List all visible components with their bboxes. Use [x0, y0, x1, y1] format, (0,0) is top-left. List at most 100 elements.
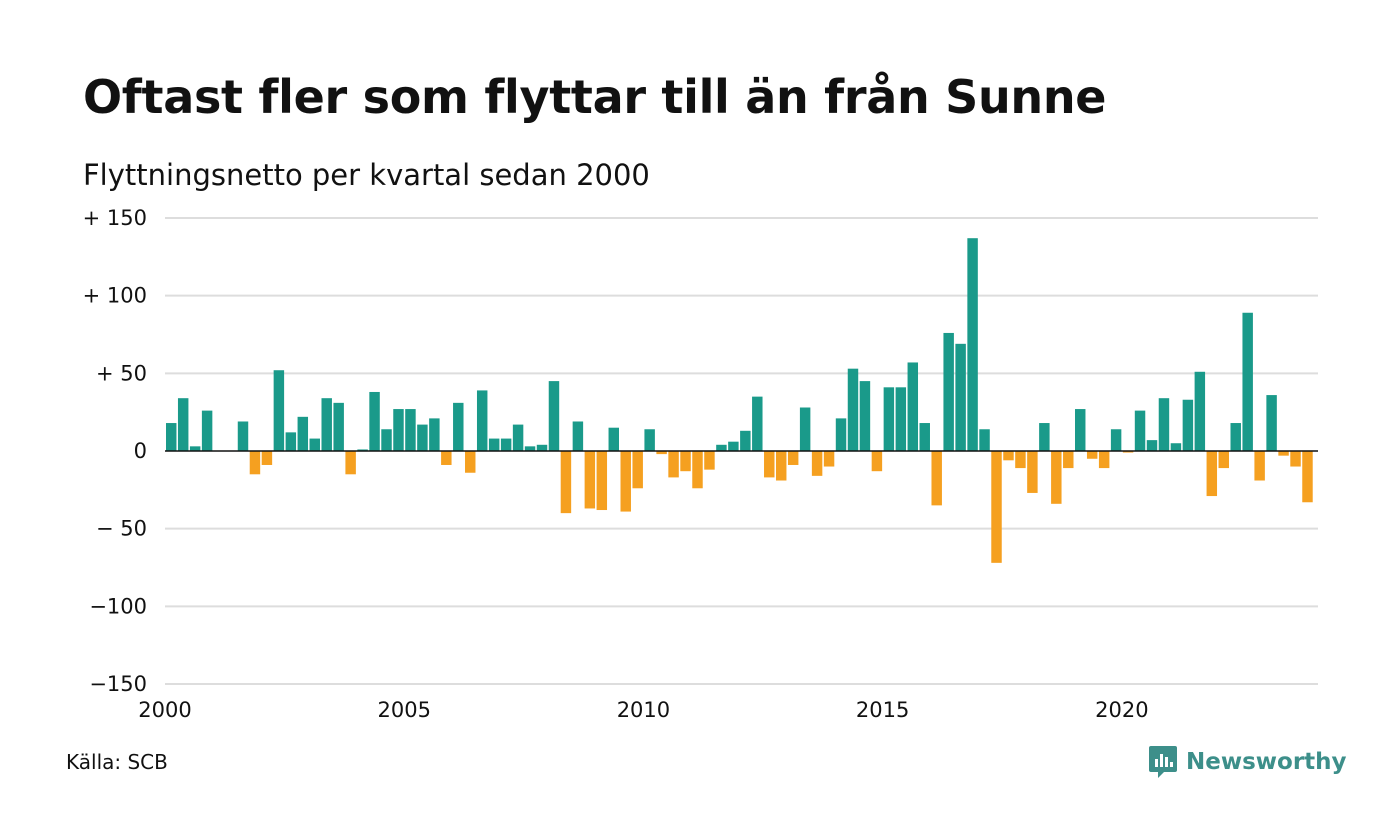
bar — [1170, 443, 1182, 451]
bar — [1098, 451, 1110, 469]
bar — [943, 332, 954, 451]
bar — [189, 446, 201, 451]
bar — [775, 451, 787, 481]
bar — [369, 391, 380, 451]
y-axis-labels: + 150 + 100 + 50 0 − 50 −100 −150 — [83, 206, 147, 696]
bar — [692, 451, 703, 489]
bar — [465, 451, 476, 473]
bar — [871, 451, 883, 472]
bar — [799, 407, 811, 451]
bar — [237, 421, 249, 451]
x-tick-label: 2015 — [856, 698, 909, 722]
brand-logo[interactable]: Newsworthy — [1148, 743, 1347, 781]
x-tick-label: 2005 — [377, 698, 430, 722]
bar — [979, 429, 990, 451]
bar — [1158, 398, 1170, 451]
bar — [309, 438, 320, 451]
y-tick-label: −100 — [89, 594, 147, 618]
chart-subtitle: Flyttningsnetto per kvartal sedan 2000 — [83, 158, 650, 192]
bar — [680, 451, 691, 472]
bar — [752, 396, 763, 451]
bar — [285, 432, 297, 451]
grid-lines — [165, 217, 1318, 685]
bar — [572, 421, 584, 451]
bar — [476, 390, 488, 451]
bar — [333, 402, 344, 451]
bar — [1278, 451, 1289, 456]
source-note: Källa: SCB — [66, 750, 168, 774]
bar — [560, 451, 572, 514]
bar — [273, 370, 285, 451]
bar — [883, 387, 895, 451]
y-tick-label: + 100 — [83, 284, 147, 308]
bar — [357, 449, 368, 451]
bar — [811, 451, 823, 476]
bar — [1110, 429, 1122, 451]
newsworthy-logo-icon — [1149, 746, 1177, 778]
bar — [1086, 451, 1098, 459]
bar — [1194, 371, 1206, 451]
bar — [1146, 440, 1158, 451]
bar — [608, 427, 620, 451]
bar — [787, 451, 799, 465]
x-tick-label: 2000 — [138, 698, 191, 722]
bar — [728, 441, 739, 451]
bar — [488, 438, 500, 451]
bar — [1290, 451, 1301, 467]
bar — [716, 444, 727, 451]
bar — [201, 410, 213, 451]
bar — [512, 424, 524, 451]
bar — [381, 429, 392, 451]
bar — [1003, 451, 1014, 461]
bar — [955, 343, 966, 451]
y-tick-label: + 50 — [96, 361, 147, 385]
bar — [835, 418, 847, 451]
bar — [644, 429, 655, 451]
y-tick-label: − 50 — [96, 517, 147, 541]
bar — [1039, 423, 1050, 451]
bar — [429, 418, 440, 451]
bar — [405, 409, 416, 451]
bar — [656, 451, 667, 455]
bar — [704, 451, 715, 470]
bar — [967, 238, 978, 451]
bar — [859, 381, 871, 451]
bar — [1266, 395, 1277, 451]
bar — [548, 381, 560, 451]
x-tick-label: 2020 — [1095, 698, 1148, 722]
bar — [1122, 451, 1134, 453]
bars — [166, 238, 1313, 563]
bar — [177, 398, 189, 451]
bar — [740, 430, 751, 451]
bar — [1027, 451, 1038, 493]
bar — [453, 402, 464, 451]
y-tick-label: −150 — [89, 672, 147, 696]
bar — [584, 451, 596, 509]
bar — [1134, 410, 1146, 451]
bar — [1015, 451, 1026, 469]
bar — [524, 446, 536, 451]
bar — [895, 387, 907, 451]
bar — [620, 451, 631, 512]
bar — [1051, 451, 1062, 504]
bar — [991, 451, 1002, 563]
bar — [1063, 451, 1074, 469]
bar — [417, 424, 428, 451]
bar — [500, 438, 512, 451]
brand-name: Newsworthy — [1186, 749, 1347, 775]
bar — [297, 416, 309, 451]
bar — [632, 451, 643, 489]
bar — [441, 451, 452, 465]
bar — [261, 451, 273, 465]
bar — [764, 451, 775, 478]
bar — [1182, 399, 1194, 451]
bar — [1230, 423, 1241, 451]
bar — [596, 451, 608, 511]
bar — [907, 362, 919, 451]
bar — [1302, 451, 1313, 503]
bar — [1218, 451, 1229, 469]
bar — [345, 451, 356, 475]
bar — [1206, 451, 1218, 497]
bar — [1254, 451, 1265, 481]
